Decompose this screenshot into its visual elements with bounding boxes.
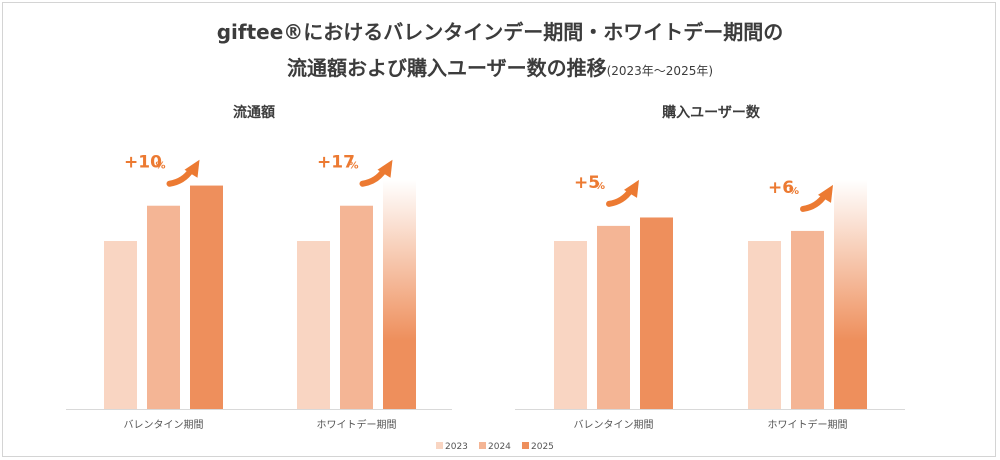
legend-label: 2024	[488, 442, 511, 452]
growth-unit: %	[156, 161, 166, 172]
category-label: ホワイトデー期間	[768, 418, 848, 431]
bar-2024	[147, 205, 180, 409]
chart-title-main: 流通額および購入ユーザー数の推移	[286, 56, 607, 80]
growth-arrowhead-icon	[624, 179, 639, 198]
growth-arrowhead-icon	[377, 159, 393, 178]
growth-label: +10	[124, 153, 162, 173]
chart-title-line2: 流通額および購入ユーザー数の推移(2023年〜2025年)	[0, 52, 1000, 81]
category-label: バレンタイン期間	[574, 419, 654, 431]
bar-2023	[748, 241, 781, 409]
bar-2023	[554, 241, 587, 409]
panel-title: 購入ユーザー数	[661, 104, 761, 121]
legend-label: 2025	[531, 442, 554, 452]
bar-2023	[104, 241, 137, 409]
legend-swatch-2024	[479, 442, 486, 449]
category-label: ホワイトデー期間	[317, 418, 397, 431]
growth-arrowhead-icon	[818, 184, 833, 203]
growth-label: +17	[317, 153, 355, 173]
chart-title-note: (2023年〜2025年)	[606, 64, 714, 78]
bar-2025	[190, 185, 223, 409]
growth-unit: %	[349, 161, 359, 172]
growth-arrowhead-icon	[184, 159, 200, 178]
chart-title-line1: giftee®におけるバレンタインデー期間・ホワイトデー期間の	[216, 20, 784, 44]
legend-swatch-2025	[522, 442, 529, 449]
growth-unit: %	[789, 186, 799, 197]
bar-2025-partial	[834, 180, 867, 409]
panel-title: 流通額	[233, 104, 275, 121]
bar-2024	[340, 205, 373, 409]
growth-label: +6	[768, 178, 794, 198]
category-label: バレンタイン期間	[124, 419, 204, 431]
legend-swatch-2023	[436, 442, 443, 449]
bar-2024	[597, 225, 630, 409]
bar-2025-partial	[383, 180, 416, 409]
bar-2023	[297, 241, 330, 409]
bar-2024	[791, 230, 824, 409]
growth-unit: %	[595, 181, 605, 192]
bar-2025	[640, 217, 673, 409]
legend-label: 2023	[445, 442, 468, 452]
growth-label: +5	[574, 173, 600, 193]
